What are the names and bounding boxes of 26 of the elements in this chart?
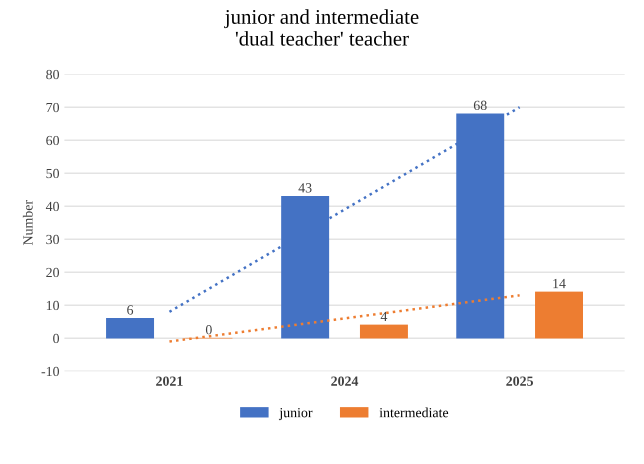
x-tick-label: 2021 (156, 376, 183, 386)
data-label: 68 (474, 100, 487, 110)
y-tick-label: 0 (53, 334, 60, 344)
y-tick-label: 40 (46, 202, 60, 212)
chart-title: junior and intermediate 'dual teacher' teacher (224, 9, 418, 46)
x-tick-label: 2025 (506, 376, 534, 386)
y-tick-label: 10 (46, 300, 60, 310)
y-tick-label: 30 (46, 234, 60, 244)
bar (360, 324, 408, 339)
y-tick-label: 50 (46, 168, 60, 178)
x-tick-label: 2024 (331, 376, 358, 386)
data-label: 6 (127, 305, 134, 315)
y-tick-label: 70 (46, 102, 60, 112)
data-label: 0 (206, 325, 212, 334)
y-tick-label: -10 (42, 366, 60, 376)
legend-label: junior (278, 408, 312, 420)
y-tick-label: 20 (46, 268, 60, 278)
y-axis-title: Number (22, 200, 33, 246)
y-tick-label: 80 (46, 70, 60, 80)
data-label: 4 (380, 312, 388, 322)
legend-label: intermediate (379, 408, 448, 418)
y-tick-label: 60 (46, 136, 60, 146)
bar (535, 292, 584, 339)
data-label: 43 (298, 183, 312, 193)
data-label: 14 (553, 278, 566, 288)
bar (106, 318, 154, 339)
